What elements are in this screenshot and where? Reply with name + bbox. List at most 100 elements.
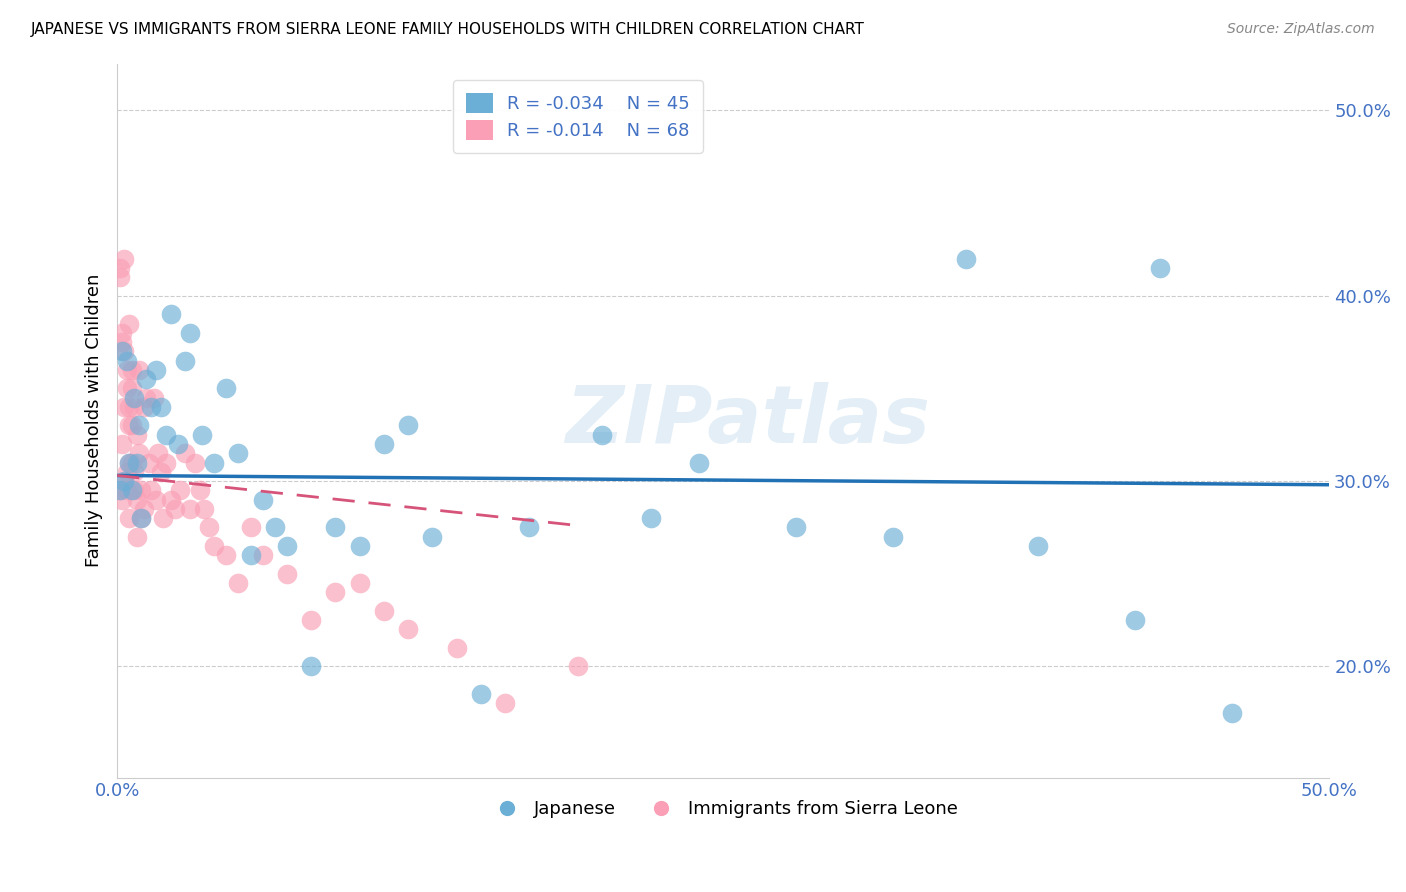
Point [882,530,904,544]
Point [125,492,148,507]
Point [202,539,225,553]
Point [128,418,150,433]
Point [111,344,134,359]
Point [640,511,662,525]
Point [276,566,298,581]
Point [149,400,172,414]
Text: Source: ZipAtlas.com: Source: ZipAtlas.com [1227,22,1375,37]
Point [122,391,145,405]
Point [125,530,148,544]
Point [174,353,197,368]
Point [118,317,141,331]
Point [239,548,262,562]
Point [132,400,155,414]
Point [198,520,221,534]
Point [118,418,141,433]
Point [121,381,143,395]
Point [108,260,131,275]
Point [591,427,613,442]
Point [470,687,492,701]
Point [215,548,238,562]
Point [166,437,188,451]
Point [145,363,167,377]
Point [131,483,153,498]
Text: JAPANESE VS IMMIGRANTS FROM SIERRA LEONE FAMILY HOUSEHOLDS WITH CHILDREN CORRELA: JAPANESE VS IMMIGRANTS FROM SIERRA LEONE… [31,22,865,37]
Point [155,456,177,470]
Point [202,456,225,470]
Point [373,437,395,451]
Point [276,539,298,553]
Point [184,456,207,470]
Point [142,391,165,405]
Point [955,252,977,266]
Point [122,400,145,414]
Point [111,492,134,507]
Point [252,548,274,562]
Point [139,400,162,414]
Point [1028,539,1050,553]
Point [131,511,153,525]
Point [785,520,807,534]
Point [149,465,172,479]
Point [159,307,181,321]
Point [128,446,150,460]
Point [121,363,143,377]
Point [125,456,148,470]
Point [111,334,134,349]
Text: ZIPatlas: ZIPatlas [565,382,929,459]
Point [108,483,131,498]
Point [114,344,136,359]
Point [193,501,215,516]
Point [420,530,443,544]
Point [135,372,157,386]
Point [1149,260,1171,275]
Point [159,492,181,507]
Point [396,622,419,636]
Point [122,465,145,479]
Point [228,446,250,460]
Point [135,391,157,405]
Point [152,511,174,525]
Point [567,659,589,673]
Point [688,456,710,470]
Point [115,353,138,368]
Point [145,492,167,507]
Point [121,418,143,433]
Point [446,640,468,655]
Point [118,511,141,525]
Point [349,539,371,553]
Point [114,474,136,488]
Point [108,270,131,285]
Point [165,501,187,516]
Point [169,483,191,498]
Point [132,501,155,516]
Point [148,446,170,460]
Point [115,381,138,395]
Point [108,483,131,498]
Point [125,427,148,442]
Point [517,520,540,534]
Point [114,400,136,414]
Point [252,492,274,507]
Point [111,437,134,451]
Point [349,576,371,591]
Point [1220,706,1243,720]
Point [325,585,347,599]
Point [118,456,141,470]
Point [373,604,395,618]
Point [396,418,419,433]
Point [188,483,211,498]
Point [115,465,138,479]
Point [121,456,143,470]
Point [299,613,322,627]
Point [128,363,150,377]
Point [118,456,141,470]
Point [115,483,138,498]
Point [155,427,177,442]
Point [215,381,238,395]
Point [111,326,134,340]
Point [228,576,250,591]
Point [131,511,153,525]
Point [114,252,136,266]
Point [1123,613,1146,627]
